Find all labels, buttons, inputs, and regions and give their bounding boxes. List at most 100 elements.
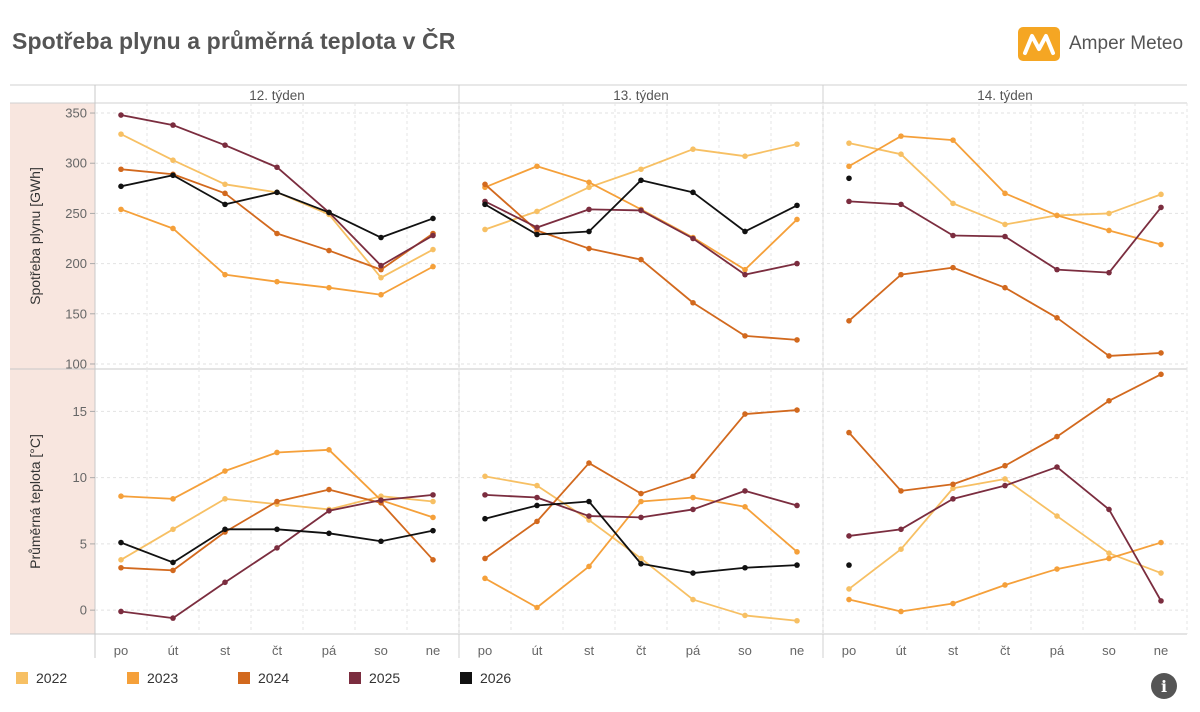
data-point-2023 [1158,539,1164,546]
data-point-2025 [586,513,592,519]
data-point-2024 [586,460,592,466]
data-point-2025 [794,260,800,267]
x-tick-label: út [168,643,179,658]
data-point-2024 [1054,315,1060,321]
data-point-2022 [742,153,748,159]
x-tick-label: čt [1000,643,1011,658]
data-point-2024 [950,264,956,271]
y-tick-label: 250 [65,206,87,221]
data-point-2025 [1106,269,1112,276]
data-point-2025 [1054,266,1060,273]
data-point-2024 [430,557,436,563]
data-point-2022 [1002,476,1008,482]
data-point-2024 [1054,433,1060,440]
data-point-2023 [1002,190,1008,197]
data-point-2022 [430,498,436,505]
data-point-2023 [326,447,332,453]
data-point-2025 [950,496,956,502]
data-point-2025 [326,507,332,514]
x-tick-label: pá [1050,643,1065,658]
legend-label: 2024 [258,670,290,686]
data-point-2026 [170,172,176,179]
data-point-2024 [118,564,124,571]
x-tick-label: st [948,643,959,658]
data-point-2023 [326,284,332,291]
x-tick-label: st [220,643,231,658]
data-point-2023 [534,604,540,611]
x-tick-label: pá [686,643,701,658]
data-point-2025 [898,526,904,533]
data-point-2023 [1106,227,1112,234]
data-point-2025 [794,502,800,509]
data-point-2026 [170,559,176,566]
data-point-2022 [482,473,488,480]
data-point-2022 [118,557,124,563]
data-point-2022 [430,246,436,253]
data-point-2022 [638,166,644,173]
data-point-2026 [846,562,852,568]
legend-item[interactable]: 2022 [16,670,127,686]
data-point-2023 [586,179,592,186]
data-point-2025 [482,492,488,498]
x-tick-label: út [896,643,907,658]
data-point-2023 [378,291,384,298]
data-point-2025 [950,232,956,239]
legend-item[interactable]: 2023 [127,670,238,686]
y-axis-label: Spotřeba plynu [GWh] [27,167,43,305]
data-point-2024 [274,230,280,237]
legend-item[interactable]: 2025 [349,670,460,686]
x-tick-label: pá [322,643,337,658]
data-point-2022 [482,226,488,233]
data-point-2026 [482,201,488,208]
data-point-2023 [638,498,644,505]
info-icon[interactable]: i [1151,673,1177,699]
data-point-2026 [690,570,696,576]
data-point-2026 [430,527,436,534]
data-point-2022 [846,140,852,146]
legend-swatch [127,672,139,684]
data-point-2025 [118,112,124,118]
legend-swatch [238,672,250,684]
x-tick-label: po [478,643,492,658]
facet-header: 14. týden [977,88,1033,103]
data-point-2023 [742,266,748,273]
legend-label: 2022 [36,670,68,686]
data-point-2023 [222,468,228,474]
series-line-2022 [120,133,434,279]
data-point-2026 [586,228,592,235]
data-point-2026 [222,201,228,208]
ylabel-band [10,103,95,369]
data-point-2022 [794,617,800,624]
data-point-2022 [638,555,644,562]
data-point-2022 [898,546,904,552]
data-point-2023 [1106,555,1112,562]
y-axis-label: Průměrná teplota [°C] [27,434,43,569]
data-point-2024 [898,488,904,494]
legend-swatch [349,672,361,684]
legend-item[interactable]: 2026 [460,670,571,686]
data-point-2023 [1158,241,1164,248]
logo-mark-icon [1018,27,1060,61]
data-point-2024 [222,190,228,197]
x-tick-label: út [532,643,543,658]
series-line-2022 [848,478,1162,590]
legend-item[interactable]: 2024 [238,670,349,686]
data-point-2022 [534,482,540,489]
data-point-2023 [586,563,592,570]
data-point-2025 [1158,204,1164,211]
y-tick-label: 150 [65,306,87,321]
legend-swatch [460,672,472,684]
data-point-2022 [222,496,228,502]
data-point-2025 [690,506,696,513]
data-point-2024 [118,166,124,173]
series-line-2024 [120,168,434,271]
x-tick-label: st [584,643,595,658]
data-point-2022 [742,612,748,619]
data-point-2025 [742,271,748,278]
y-tick-label: 300 [65,156,87,171]
data-point-2026 [326,209,332,216]
data-point-2022 [690,596,696,603]
data-point-2022 [586,184,592,191]
data-point-2023 [170,496,176,502]
